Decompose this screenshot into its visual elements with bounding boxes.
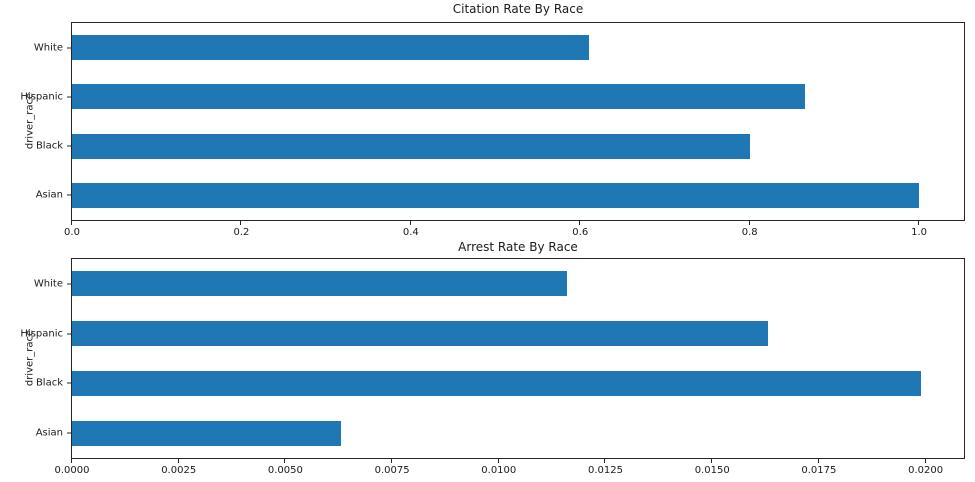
x-tick-label: 0.0000 xyxy=(54,465,90,476)
y-tick-label: Hispanic xyxy=(20,328,63,340)
bar-hispanic xyxy=(72,84,805,110)
x-tick-mark xyxy=(604,459,606,463)
chart-title: Citation Rate By Race xyxy=(452,2,584,16)
y-tick-label: White xyxy=(33,42,63,54)
y-tick-mark xyxy=(67,194,71,196)
y-tick-mark xyxy=(67,382,71,384)
x-tick-label: 0.0150 xyxy=(694,465,730,476)
x-tick-mark xyxy=(409,221,411,225)
x-tick-label: 0.0100 xyxy=(481,465,517,476)
x-tick-mark xyxy=(579,221,581,225)
plot-area: White Hispanic Black Asian 0.0 0.2 0.4 0.6 0.8 1.… xyxy=(20,22,965,238)
x-tick-label: 1.0 xyxy=(911,227,928,238)
x-tick-mark xyxy=(177,459,179,463)
bar-white xyxy=(72,271,568,297)
y-tick-label: White xyxy=(33,278,63,290)
x-tick-mark xyxy=(924,459,926,463)
x-tick-label: 0.0 xyxy=(64,227,80,238)
x-tick-label: 0.0075 xyxy=(374,465,410,476)
y-tick-label: Asian xyxy=(35,189,63,201)
y-tick-mark xyxy=(67,47,71,49)
y-tick-mark xyxy=(67,333,71,335)
chart-title: Arrest Rate By Race xyxy=(458,240,578,254)
bar-asian xyxy=(72,420,341,446)
x-tick-mark xyxy=(817,459,819,463)
x-tick-mark xyxy=(711,459,713,463)
bar-asian xyxy=(72,182,920,208)
x-tick-label: 0.4 xyxy=(402,227,419,238)
plot-area: White Hispanic Black Asian 0.0000 0.0025 0.005… xyxy=(20,258,965,476)
x-tick-label: 0.6 xyxy=(572,227,589,238)
x-tick-mark xyxy=(918,221,920,225)
bar-black xyxy=(72,133,750,159)
bar-white xyxy=(72,35,589,61)
x-tick-label: 0.2 xyxy=(233,227,250,238)
bar-black xyxy=(72,370,922,396)
x-tick-mark xyxy=(71,221,72,225)
x-tick-mark xyxy=(240,221,242,225)
y-tick-mark xyxy=(67,432,71,434)
y-tick-mark xyxy=(67,96,71,98)
x-tick-label: 0.0175 xyxy=(801,465,837,476)
x-tick-label: 0.8 xyxy=(741,227,758,238)
bar-hispanic xyxy=(72,321,768,347)
x-tick-label: 0.0200 xyxy=(908,465,944,476)
y-tick-mark xyxy=(67,145,71,147)
y-tick-label: Black xyxy=(35,140,63,152)
x-tick-mark xyxy=(284,459,286,463)
x-tick-mark xyxy=(748,221,750,225)
y-tick-label: Asian xyxy=(35,427,63,439)
y-tick-label: Black xyxy=(35,377,63,389)
x-tick-mark xyxy=(391,459,393,463)
x-tick-label: 0.0125 xyxy=(587,465,623,476)
y-tick-mark xyxy=(67,283,71,285)
x-tick-mark xyxy=(71,459,72,463)
y-tick-label: Hispanic xyxy=(20,91,63,103)
x-tick-label: 0.0050 xyxy=(267,465,303,476)
x-tick-mark xyxy=(497,459,499,463)
x-tick-label: 0.0025 xyxy=(161,465,197,476)
